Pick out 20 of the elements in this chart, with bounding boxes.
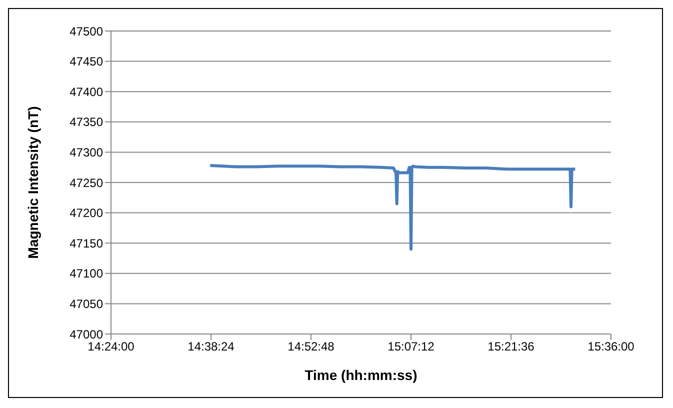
x-tick-label: 14:52:48 <box>288 340 335 354</box>
y-tick-label: 47350 <box>70 115 104 130</box>
y-tick-label: 47450 <box>70 54 104 69</box>
x-tick-label: 15:21:36 <box>488 340 535 354</box>
x-tick-label: 14:24:00 <box>88 340 135 354</box>
x-axis-title: Time (hh:mm:ss) <box>304 367 418 383</box>
y-tick-label: 47150 <box>70 236 104 250</box>
y-tick-label: 47400 <box>70 84 104 99</box>
y-tick-label: 47000 <box>70 327 104 342</box>
line-series <box>208 164 577 251</box>
y-tick-label: 47300 <box>70 145 104 160</box>
y-tick-label: 47500 <box>70 24 104 38</box>
x-tick-label: 14:38:24 <box>188 340 235 354</box>
y-tick-label: 47250 <box>70 176 104 190</box>
x-tick-label: 15:36:00 <box>588 340 635 354</box>
y-tick-label: 47100 <box>70 266 104 281</box>
x-tick-label: 15:07:12 <box>388 340 435 354</box>
y-tick-label: 47200 <box>70 206 104 220</box>
y-axis-title: Magnetic Intensity (nT) <box>24 106 41 259</box>
y-tick-label: 47050 <box>70 296 104 311</box>
